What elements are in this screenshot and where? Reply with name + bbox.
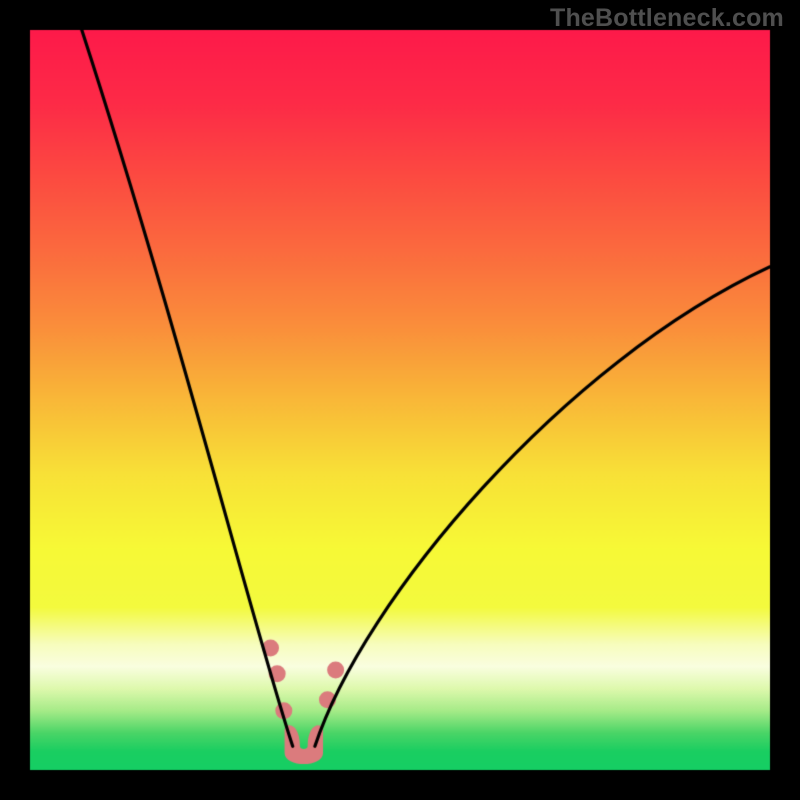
chart-container: TheBottleneck.com: [0, 0, 800, 800]
watermark-text: TheBottleneck.com: [550, 4, 784, 33]
bottleneck-chart: [0, 0, 800, 800]
